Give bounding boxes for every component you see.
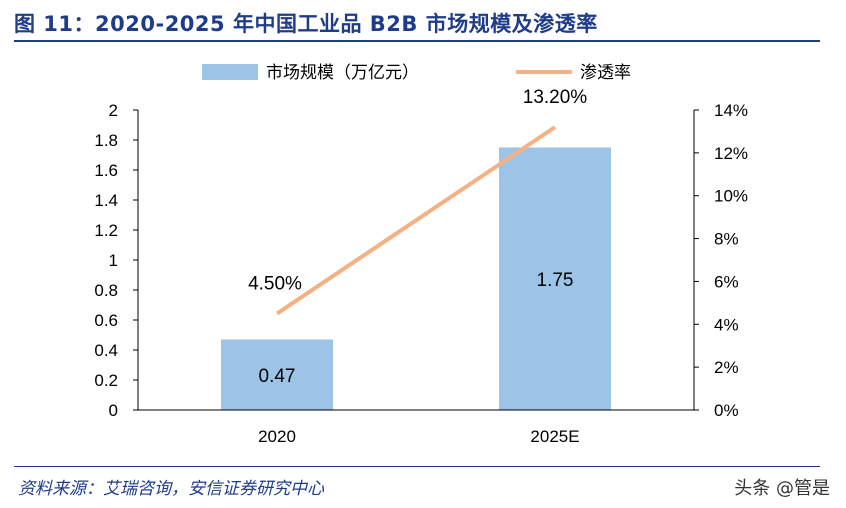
- left-tick-label: 1.8: [94, 131, 118, 150]
- legend-line-label: 渗透率: [580, 63, 631, 83]
- left-tick-label: 0: [109, 401, 118, 420]
- right-tick-label: 2%: [714, 358, 739, 377]
- left-tick-label: 1.6: [94, 161, 118, 180]
- left-tick-label: 0.4: [94, 341, 118, 360]
- left-tick-label: 0.8: [94, 281, 118, 300]
- legend: 市场规模（万亿元） 渗透率: [202, 63, 631, 83]
- bar-2020: [221, 339, 333, 410]
- left-tick-label: 0.6: [94, 311, 118, 330]
- right-tick-label: 12%: [714, 144, 748, 163]
- bar-series: 0.47 1.75: [221, 147, 611, 410]
- watermark-text: 头条 @管是: [734, 478, 830, 499]
- left-tick-label: 1: [109, 251, 118, 270]
- left-tick-label: 1.4: [94, 191, 118, 210]
- left-y-axis: 0 0.2 0.4 0.6 0.8 1 1.2 1.4 1.6 1.8 2: [94, 101, 139, 420]
- line-series: 4.50% 13.20%: [248, 87, 588, 316]
- legend-bar-swatch: [202, 64, 258, 80]
- penetration-line: [275, 125, 557, 316]
- right-tick-label: 10%: [714, 187, 748, 206]
- source-note: 资料来源：艾瑞咨询，安信证券研究中心: [18, 479, 324, 499]
- x-axis: 2020 2025E: [138, 409, 694, 446]
- right-tick-label: 0%: [714, 401, 739, 420]
- chart-title: 图 11：2020-2025 年中国工业品 B2B 市场规模及渗透率: [14, 12, 598, 36]
- left-tick-label: 1.2: [94, 221, 118, 240]
- bar-value-label: 0.47: [259, 366, 296, 387]
- right-y-axis: 0% 2% 4% 6% 8% 10% 12% 14%: [693, 101, 748, 420]
- x-tick-label: 2020: [258, 427, 296, 446]
- bar-value-label: 1.75: [537, 270, 574, 291]
- right-tick-label: 14%: [714, 101, 748, 120]
- footer-rule: [14, 466, 820, 467]
- line-value-label: 4.50%: [248, 274, 302, 295]
- title-underline: [14, 40, 820, 42]
- right-tick-label: 8%: [714, 230, 739, 249]
- left-tick-label: 0.2: [94, 371, 118, 390]
- bar-2025E: [499, 147, 611, 410]
- line-value-label: 13.20%: [523, 87, 588, 108]
- left-tick-label: 2: [109, 101, 118, 120]
- x-tick-label: 2025E: [530, 427, 579, 446]
- legend-bar-label: 市场规模（万亿元）: [266, 63, 419, 83]
- right-tick-label: 4%: [714, 315, 739, 334]
- right-tick-label: 6%: [714, 272, 739, 291]
